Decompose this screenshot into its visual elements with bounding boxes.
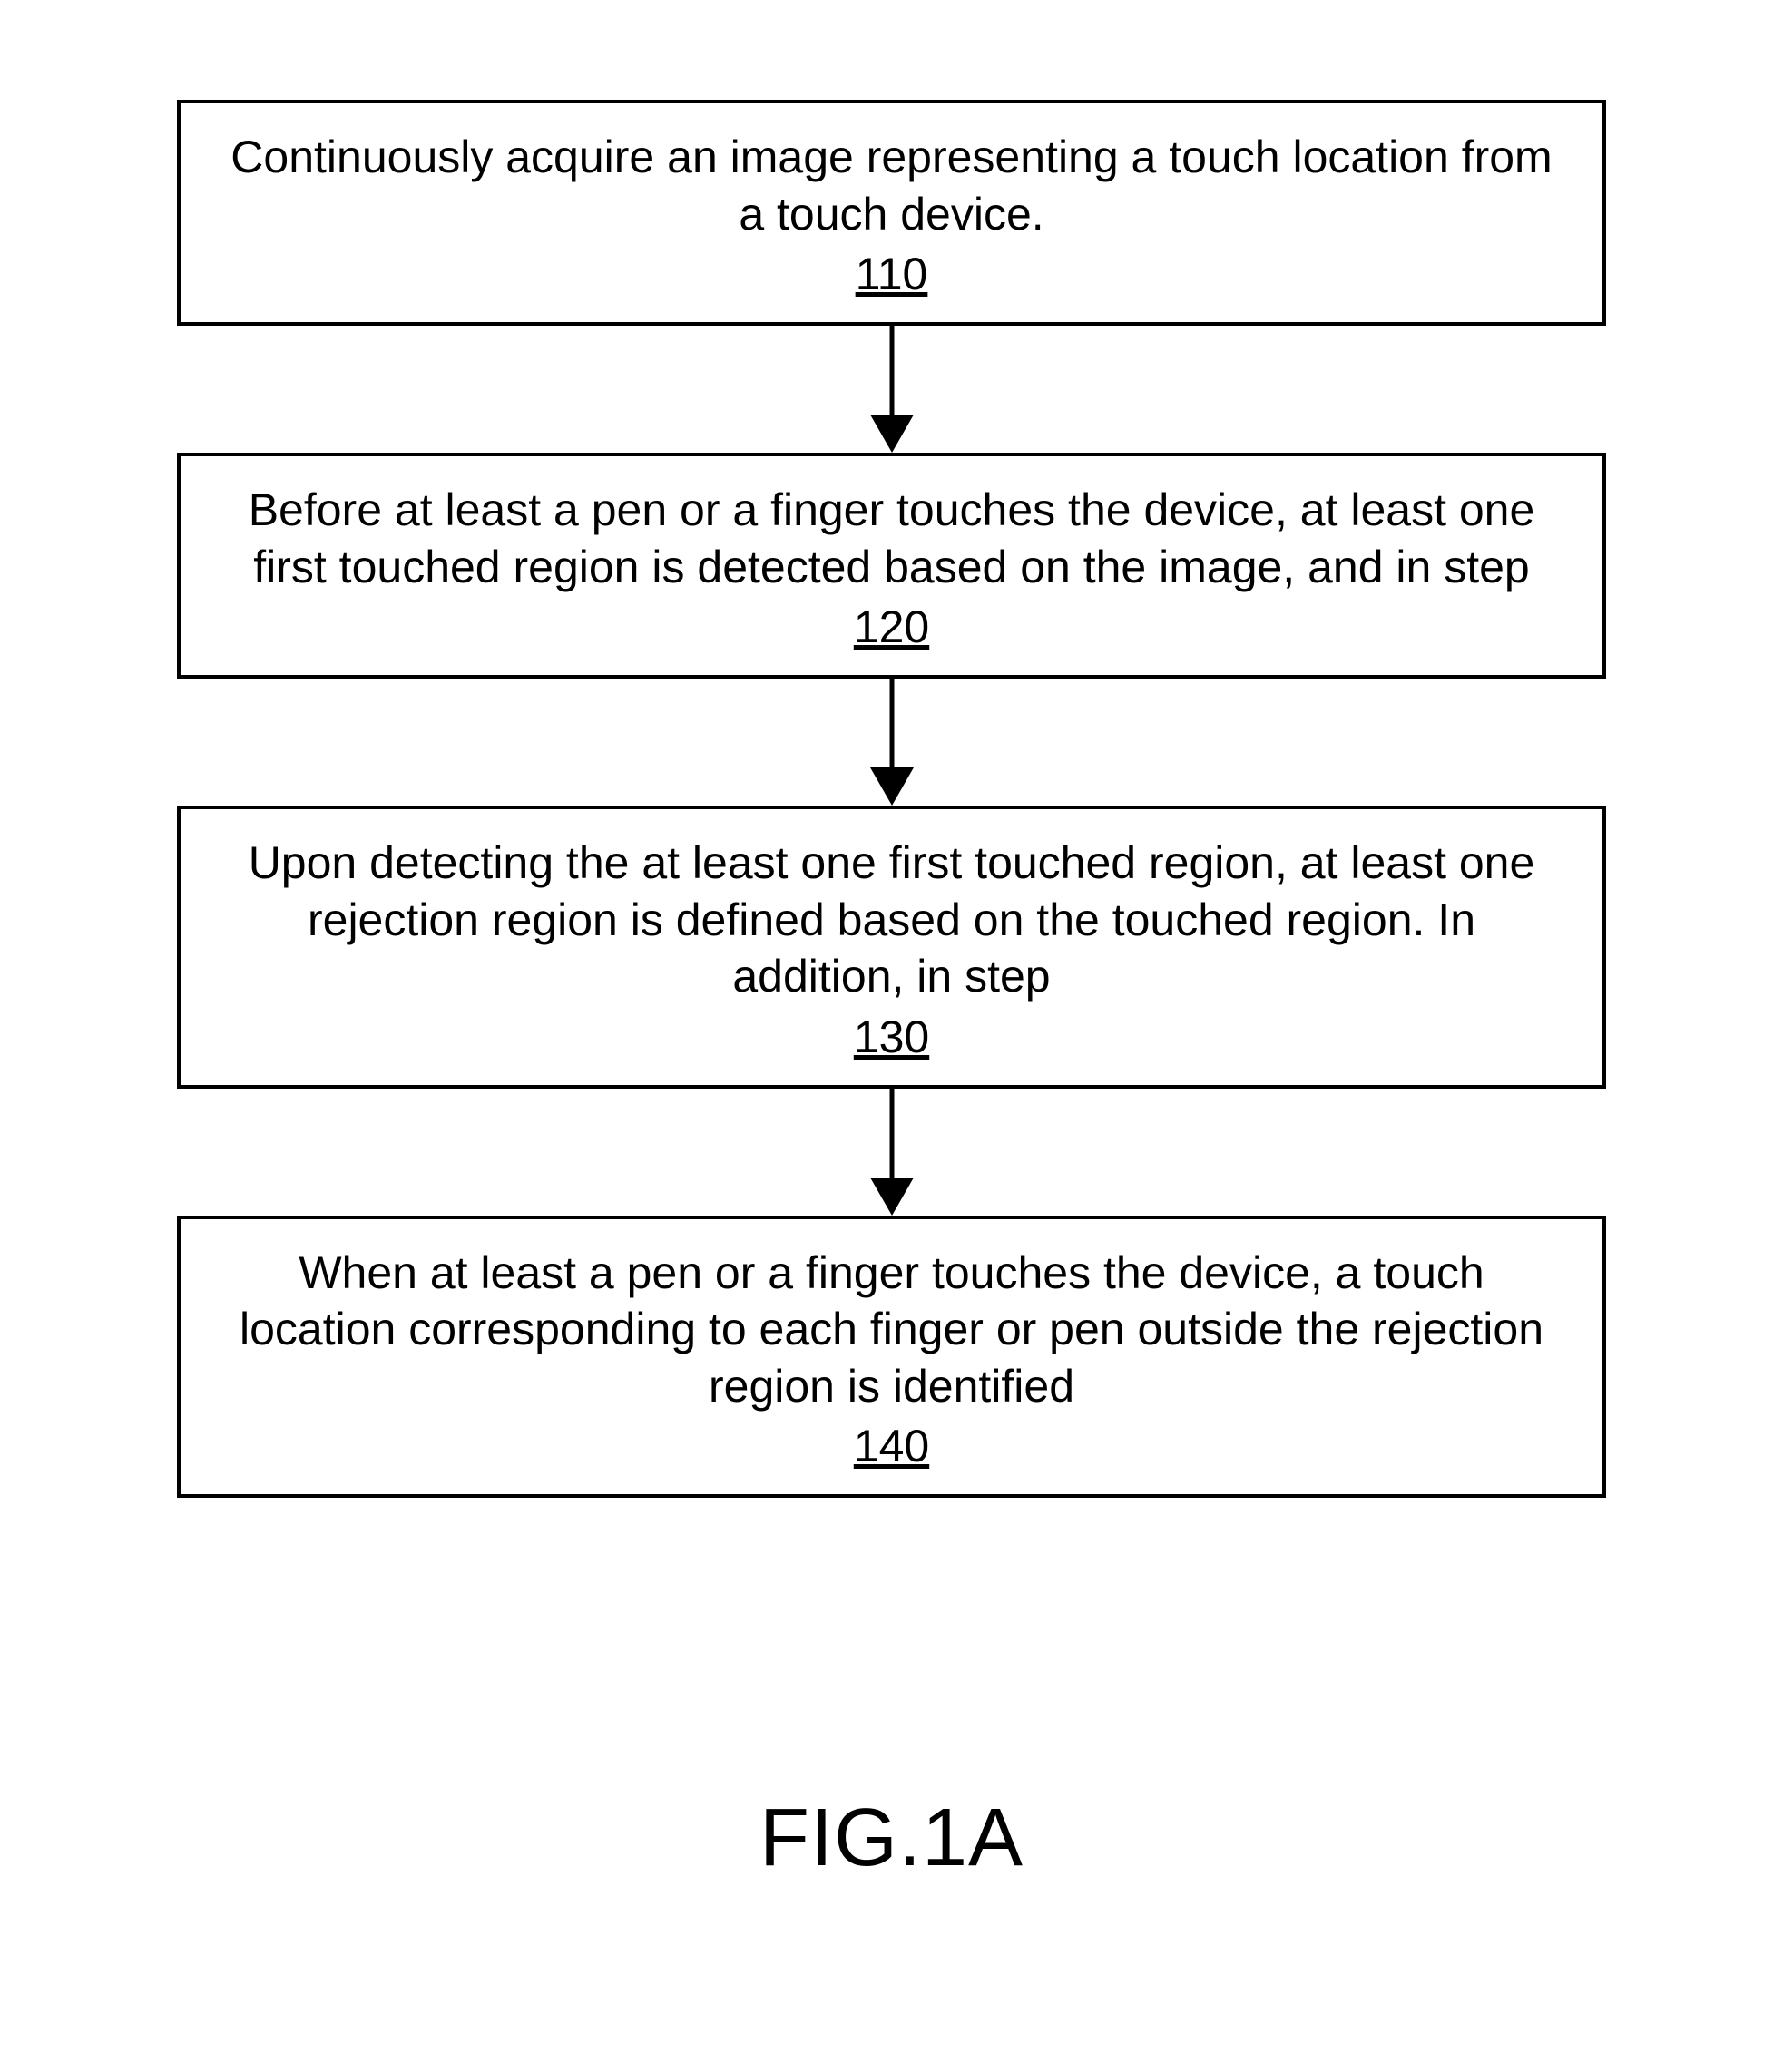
flow-node-140-text: When at least a pen or a finger touches … [217, 1245, 1566, 1415]
flow-arrow-130-140 [177, 1089, 1606, 1216]
arrow-line-icon [889, 679, 894, 774]
flow-arrow-110-120 [177, 326, 1606, 453]
flow-node-110: Continuously acquire an image representi… [177, 100, 1606, 326]
arrow-down-icon [870, 767, 914, 806]
flow-node-110-text: Continuously acquire an image representi… [217, 129, 1566, 242]
flow-node-130-text: Upon detecting the at least one first to… [217, 835, 1566, 1005]
flow-arrow-120-130 [177, 679, 1606, 806]
flow-node-140-ref: 140 [217, 1420, 1566, 1472]
flow-node-120: Before at least a pen or a finger touche… [177, 453, 1606, 679]
flowchart-container: Continuously acquire an image representi… [177, 100, 1606, 1498]
flow-node-130-ref: 130 [217, 1011, 1566, 1063]
arrow-down-icon [870, 415, 914, 453]
flow-node-120-text: Before at least a pen or a finger touche… [217, 482, 1566, 595]
figure-label: FIG.1A [759, 1792, 1024, 1885]
flow-node-120-ref: 120 [217, 601, 1566, 653]
arrow-line-icon [889, 326, 894, 421]
arrow-line-icon [889, 1089, 894, 1184]
flow-node-110-ref: 110 [217, 248, 1566, 300]
flow-node-130: Upon detecting the at least one first to… [177, 806, 1606, 1089]
arrow-down-icon [870, 1178, 914, 1216]
flow-node-140: When at least a pen or a finger touches … [177, 1216, 1606, 1499]
